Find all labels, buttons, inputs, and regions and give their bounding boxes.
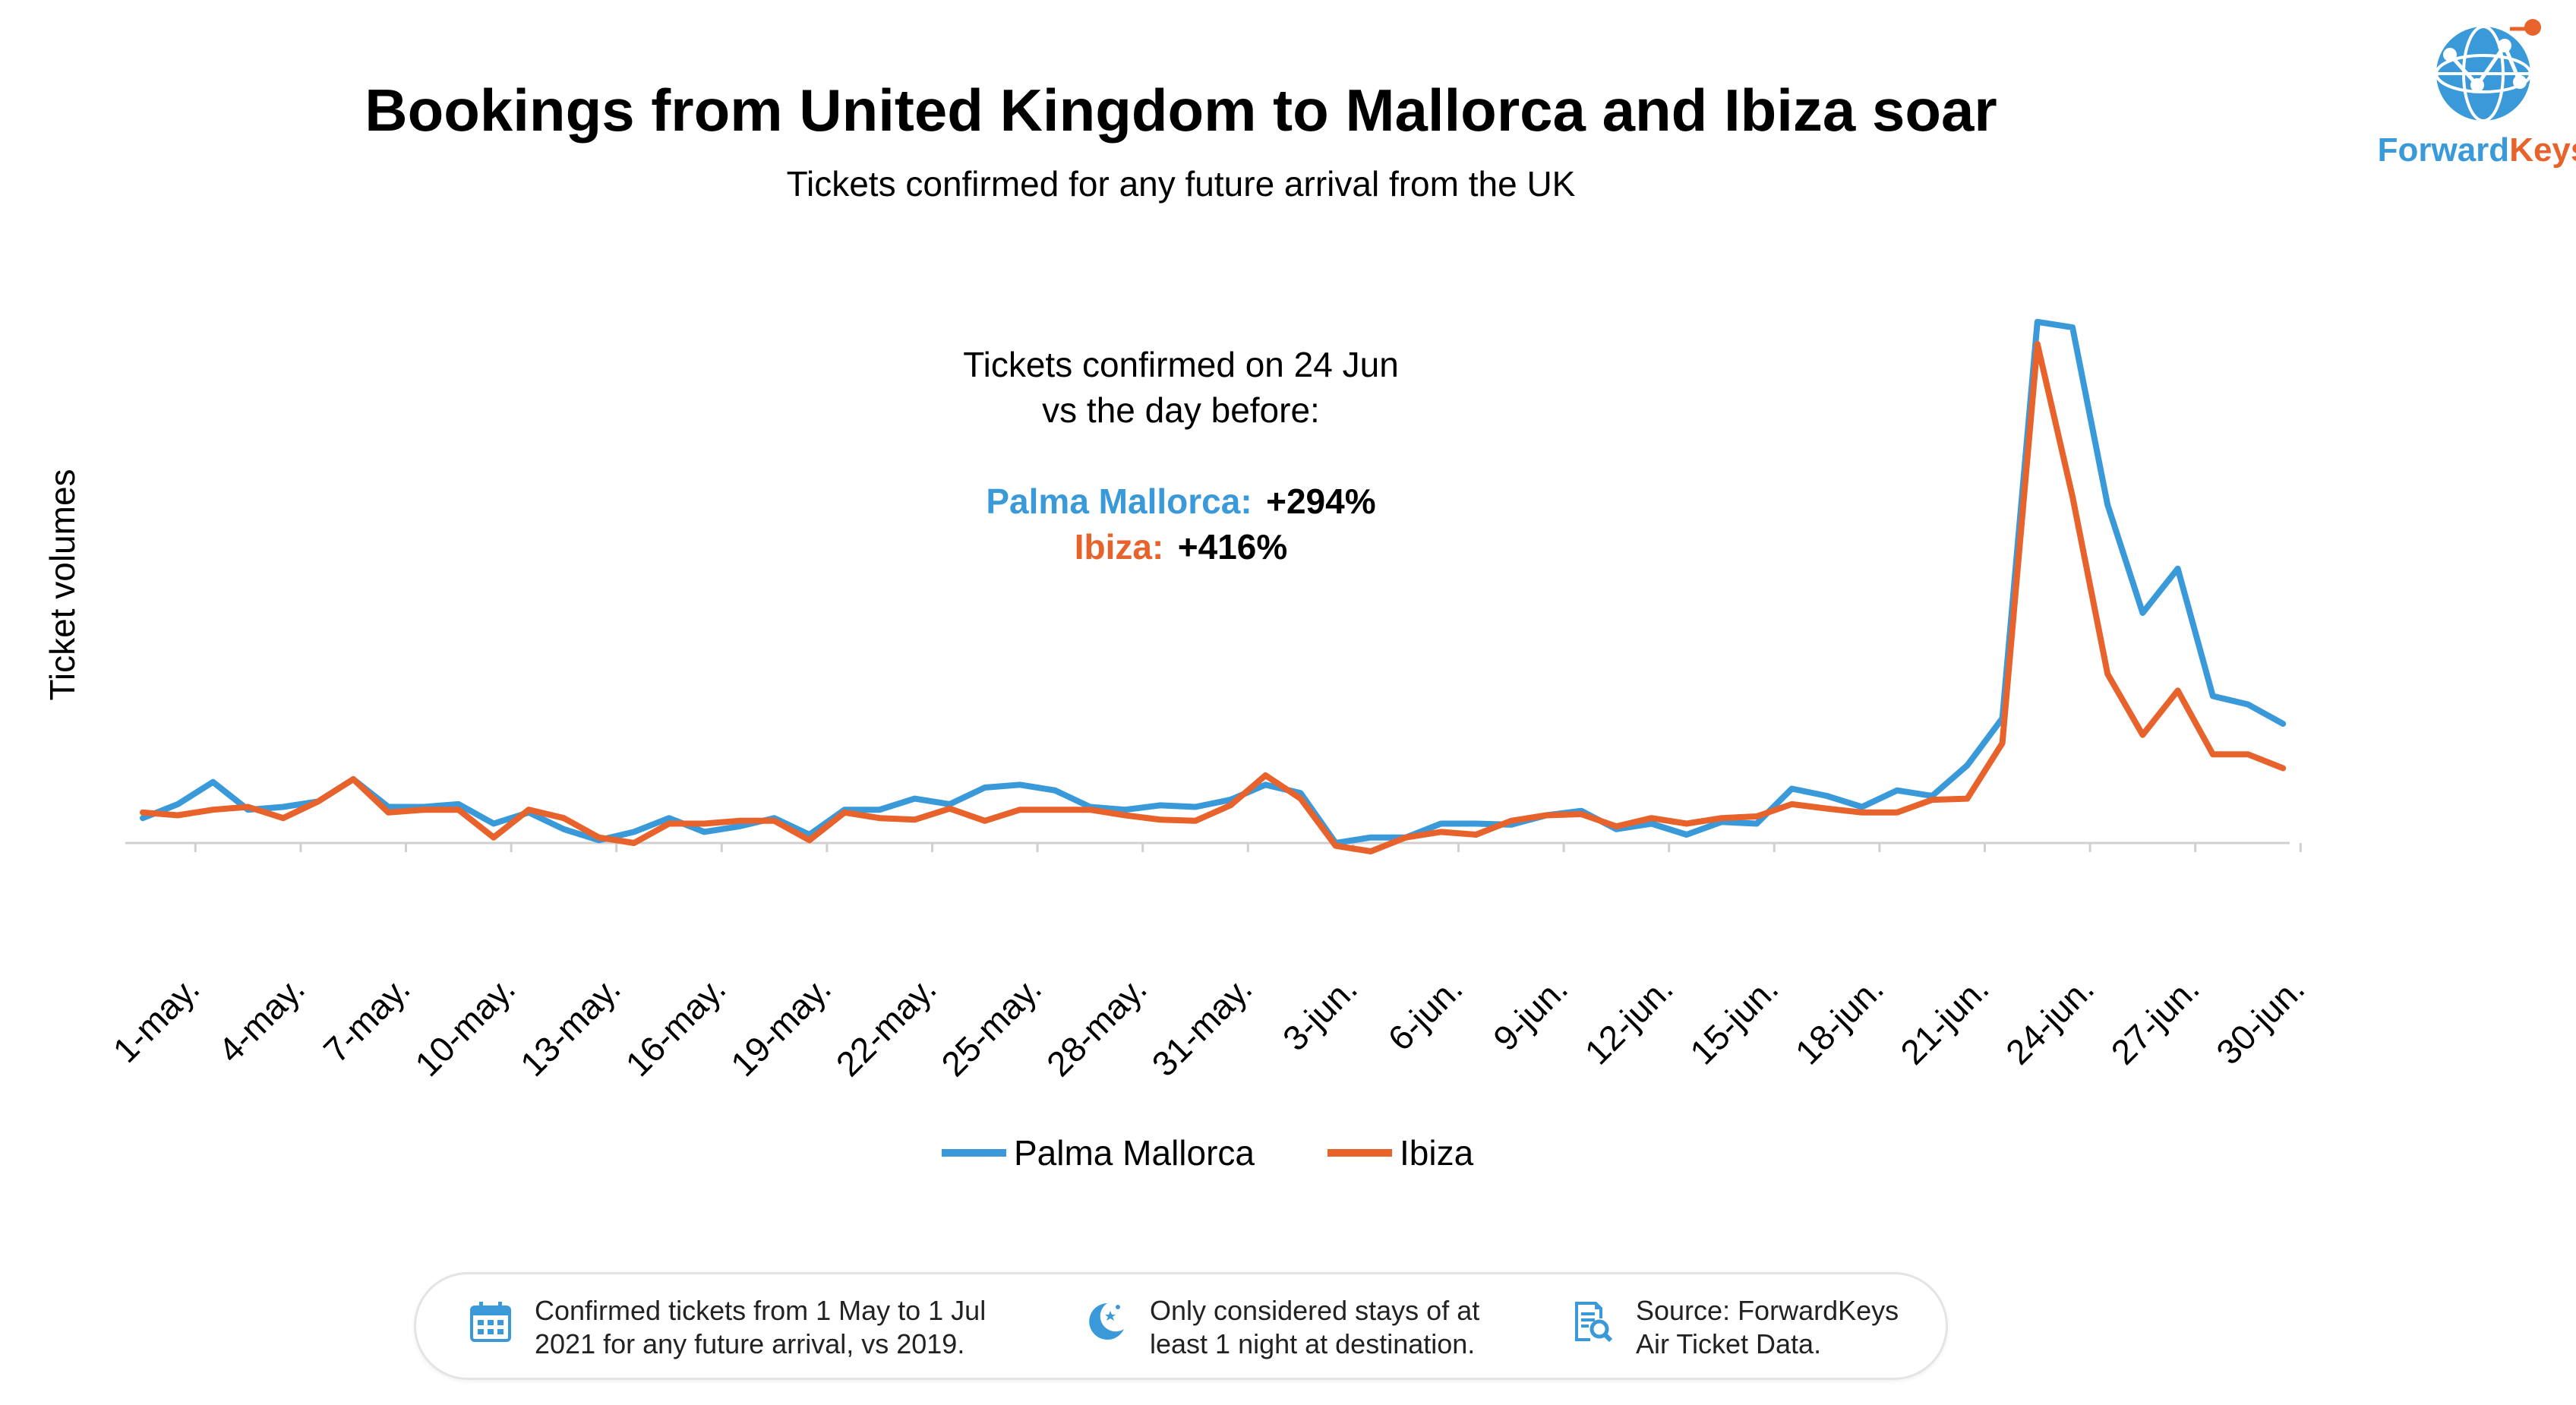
brand-name-part2: Keys — [2509, 131, 2576, 169]
footer-item-dates: Confirmed tickets from 1 May to 1 Jul 20… — [469, 1294, 986, 1361]
forwardkeys-globe-logo — [2435, 19, 2541, 122]
x-tick-label: 24-jun. — [1998, 968, 2101, 1072]
x-tick-labels: 1-may. 4-may. 7-may.10-may.13-may.16-may.1… — [106, 968, 2312, 1084]
x-tick-label: 22-may. — [829, 968, 944, 1084]
footer-text-dates: Confirmed tickets from 1 May to 1 Jul 20… — [535, 1294, 986, 1361]
x-tick-label: 28-may. — [1039, 968, 1154, 1084]
moon-stars-icon — [1089, 1303, 1124, 1340]
footer-line: least 1 night at destination. — [1150, 1328, 1476, 1359]
footer-item-source: Source: ForwardKeys Air Ticket Data. — [1571, 1294, 1899, 1361]
x-tick-label: 4-may. — [210, 968, 312, 1070]
footer-line: Only considered stays of at — [1150, 1295, 1480, 1326]
brand-name-part1: Forward — [2378, 131, 2510, 169]
x-tick-label: 19-may. — [723, 968, 838, 1084]
legend-label-palma: Palma Mallorca — [1014, 1133, 1255, 1173]
annotation-ibiza-value: +416% — [1178, 527, 1288, 567]
x-tick-label: 1-may. — [106, 968, 207, 1070]
x-tick-label: 21-jun. — [1893, 968, 1996, 1072]
document-search-icon — [1575, 1302, 1613, 1343]
x-tick-label: 15-jun. — [1682, 968, 1785, 1072]
annotation-palma-value: +294% — [1266, 481, 1376, 521]
x-tick-label: 27-jun. — [2104, 968, 2207, 1072]
footer-line: Confirmed tickets from 1 May to 1 Jul — [535, 1295, 987, 1326]
series-line-ibiza — [140, 341, 2287, 854]
x-tick-label: 7-may. — [316, 968, 418, 1070]
x-axis — [125, 841, 2302, 852]
chart-title: Bookings from United Kingdom to Mallorca… — [365, 77, 1997, 144]
x-tick-label: 16-may. — [618, 968, 734, 1084]
chart-subtitle: Tickets confirmed for any future arrival… — [787, 164, 1576, 204]
series — [140, 318, 2287, 854]
footer-item-stays: Only considered stays of at least 1 nigh… — [1084, 1294, 1479, 1361]
footer-line: Source: ForwardKeys — [1636, 1295, 1899, 1326]
x-tick-label: 3-jun. — [1275, 968, 1365, 1058]
footer-line: 2021 for any future arrival, vs 2019. — [535, 1328, 965, 1359]
x-tick-label: 13-may. — [513, 968, 628, 1084]
x-tick-label: 9-jun. — [1485, 968, 1575, 1058]
forwardkeys-wordmark: ForwardKeys — [2378, 131, 2576, 169]
x-tick-label: 30-jun. — [2208, 968, 2312, 1072]
x-tick-label: 18-jun. — [1788, 968, 1891, 1072]
annotation-line1: Tickets confirmed on 24 Jun — [963, 345, 1399, 384]
series-line-palma-mallorca — [140, 318, 2287, 846]
annotation-palma: Palma Mallorca: +294% — [986, 481, 1375, 521]
footer-text-source: Source: ForwardKeys Air Ticket Data. — [1636, 1294, 1899, 1361]
x-tick-label: 25-may. — [933, 968, 1049, 1084]
legend: Palma Mallorca Ibiza — [942, 1133, 1474, 1173]
annotation-ibiza: Ibiza: +416% — [1075, 527, 1288, 567]
y-axis-label: Ticket volumes — [43, 469, 82, 700]
annotation-line2: vs the day before: — [1042, 390, 1320, 430]
x-tick-label: 31-may. — [1144, 968, 1260, 1084]
footer-line: Air Ticket Data. — [1636, 1328, 1822, 1359]
annotation-palma-label: Palma Mallorca: — [986, 481, 1252, 521]
footer-info-bar: Confirmed tickets from 1 May to 1 Jul 20… — [414, 1272, 1948, 1380]
annotation-ibiza-label: Ibiza: — [1075, 527, 1164, 567]
annotation: Tickets confirmed on 24 Jun vs the day b… — [963, 345, 1399, 567]
x-tick-label: 10-may. — [407, 968, 522, 1084]
forwardkeys-logo: ForwardKeys — [2378, 19, 2576, 169]
calendar-icon — [470, 1302, 511, 1342]
legend-label-ibiza: Ibiza — [1400, 1133, 1474, 1173]
x-tick-label: 12-jun. — [1577, 968, 1681, 1072]
footer-text-stays: Only considered stays of at least 1 nigh… — [1150, 1294, 1479, 1361]
x-tick-label: 6-jun. — [1380, 968, 1470, 1058]
